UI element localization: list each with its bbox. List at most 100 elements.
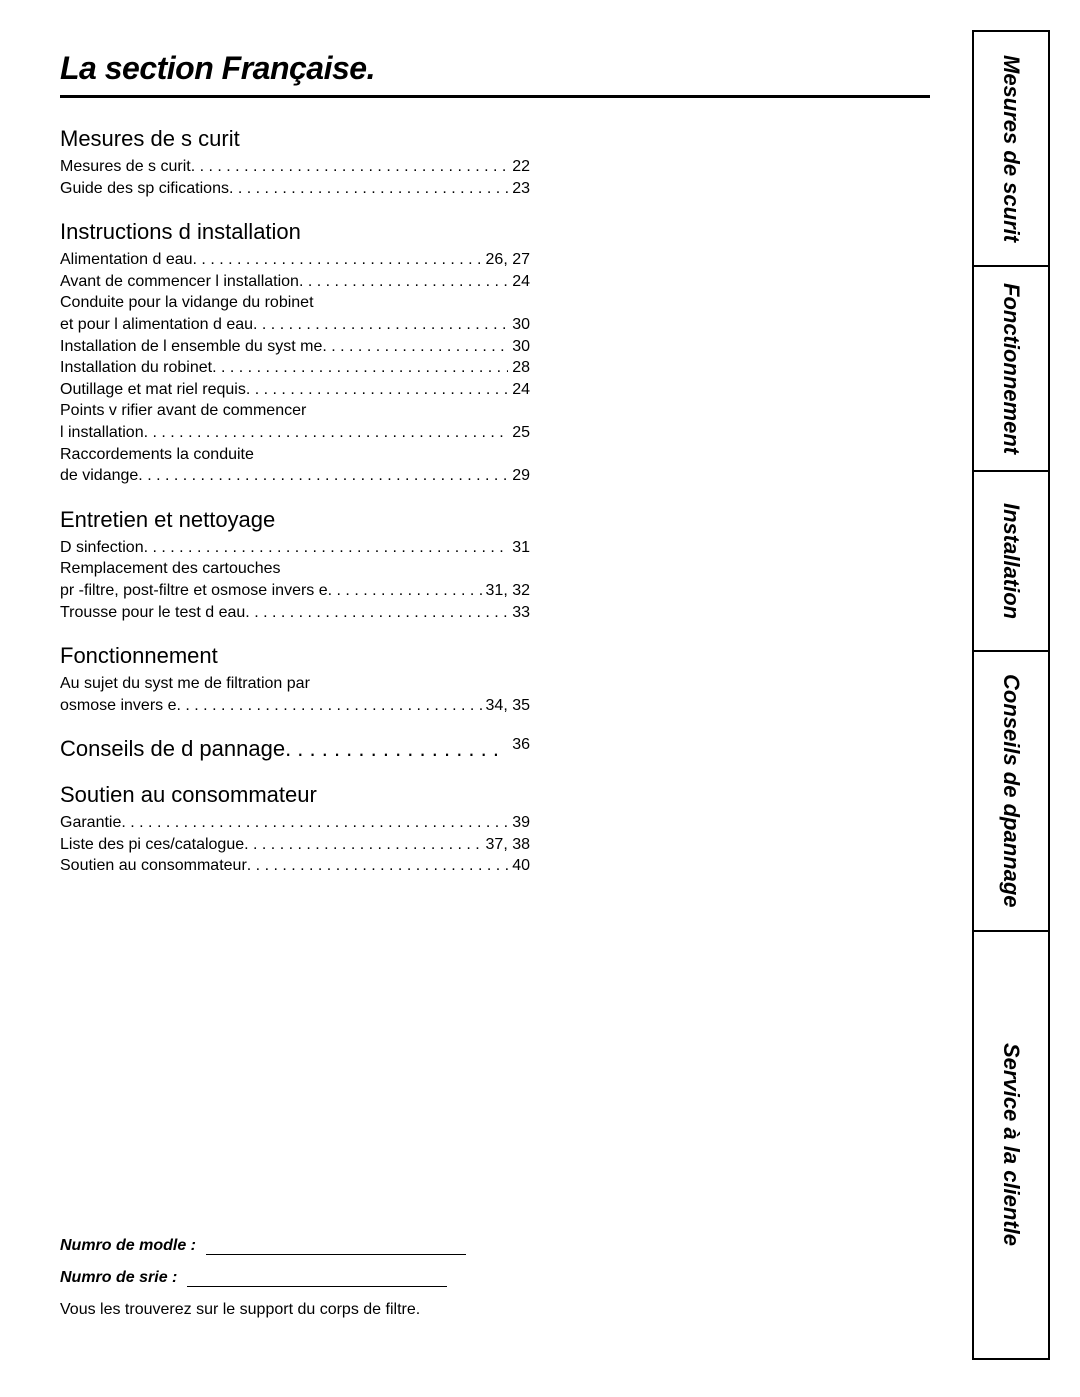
section-heading: Entretien et nettoyage <box>60 507 530 533</box>
toc-dots <box>229 178 508 200</box>
toc-entry: Installation du robinet 28 <box>60 357 530 379</box>
toc-entry-line1: Raccordements la conduite <box>60 444 530 466</box>
toc-entry: D sinfection31 <box>60 537 530 559</box>
toc-page: 22 <box>508 156 530 178</box>
toc-page: 31, 32 <box>482 580 530 602</box>
toc-entry-line2: osmose invers e 34, 35 <box>60 695 530 717</box>
toc-label: de vidange <box>60 465 138 487</box>
model-number-blank <box>206 1240 466 1255</box>
toc-page: 33 <box>508 602 530 624</box>
toc-label: Guide des sp cifications <box>60 178 229 200</box>
toc-entry: Mesures de s curit 22 <box>60 156 530 178</box>
toc-label: Remplacement des cartouches <box>60 558 281 580</box>
toc-label: osmose invers e <box>60 695 177 717</box>
toc-page: 37, 38 <box>482 834 530 856</box>
toc-label: Conduite pour la vidange du robinet <box>60 292 314 314</box>
toc-page: 28 <box>508 357 530 379</box>
toc-label: Soutien au consommateur <box>60 855 247 877</box>
toc-dots <box>191 156 508 178</box>
toc-page: 25 <box>508 422 530 444</box>
toc-page: 24 <box>508 379 530 401</box>
table-of-contents: Mesures de s curitMesures de s curit22Gu… <box>60 126 530 877</box>
toc-dots <box>138 465 508 487</box>
side-tab[interactable]: Mesures de scurit <box>974 32 1048 267</box>
toc-page: 23 <box>508 178 530 200</box>
toc-page: 39 <box>508 812 530 834</box>
side-tab-label: Service à la clientle <box>998 1043 1024 1246</box>
side-tab[interactable]: Service à la clientle <box>974 932 1048 1358</box>
toc-label: Installation du robinet <box>60 357 212 379</box>
toc-page: 34, 35 <box>482 695 530 717</box>
toc-label: Installation de l ensemble du syst me <box>60 336 322 358</box>
section-heading: Mesures de s curit <box>60 126 530 152</box>
title-underline <box>60 95 930 98</box>
toc-entry-line2: l installation 25 <box>60 422 530 444</box>
toc-page: 30 <box>508 336 530 358</box>
toc-dots <box>212 357 508 379</box>
toc-dots <box>247 855 508 877</box>
toc-label: Garantie <box>60 812 121 834</box>
toc-entry: Avant de commencer l installation 24 <box>60 271 530 293</box>
toc-page: 30 <box>508 314 530 336</box>
toc-entry: Soutien au consommateur 40 <box>60 855 530 877</box>
side-tab[interactable]: Conseils de dpannage <box>974 652 1048 932</box>
toc-dots <box>193 249 482 271</box>
serial-number-blank <box>187 1272 447 1287</box>
section-heading: Fonctionnement <box>60 643 530 669</box>
toc-dots <box>328 580 482 602</box>
toc-dots <box>285 736 508 762</box>
toc-label: Au sujet du syst me de filtration par <box>60 673 310 695</box>
toc-dots <box>245 602 508 624</box>
toc-entry: Installation de l ensemble du syst me 30 <box>60 336 530 358</box>
toc-entry-line1: Conduite pour la vidange du robinet <box>60 292 530 314</box>
toc-label: Alimentation d eau <box>60 249 193 271</box>
toc-entry: Guide des sp cifications 23 <box>60 178 530 200</box>
toc-page: 24 <box>508 271 530 293</box>
toc-label: pr -filtre, post-filtre et osmose invers… <box>60 580 328 602</box>
toc-entry: Outillage et mat riel requis 24 <box>60 379 530 401</box>
toc-label: Trousse pour le test d eau <box>60 602 245 624</box>
side-tab[interactable]: Fonctionnement <box>974 267 1048 472</box>
side-tab[interactable]: Installation <box>974 472 1048 652</box>
toc-page: 36 <box>508 736 530 762</box>
toc-label: Liste des pi ces/catalogue <box>60 834 244 856</box>
toc-label: Avant de commencer l installation <box>60 271 299 293</box>
toc-entry: Alimentation d eau 26, 27 <box>60 249 530 271</box>
toc-dots <box>246 379 508 401</box>
field-group: Numro de modle : Numro de srie : Vous le… <box>60 1237 530 1319</box>
toc-entry: Garantie 39 <box>60 812 530 834</box>
toc-label: l installation <box>60 422 144 444</box>
toc-entry-line2: pr -filtre, post-filtre et osmose invers… <box>60 580 530 602</box>
side-tab-label: Fonctionnement <box>998 283 1024 454</box>
toc-label: et pour l alimentation d eau <box>60 314 253 336</box>
main-title: La section Française. <box>60 50 530 87</box>
toc-entry-line2: et pour l alimentation d eau 30 <box>60 314 530 336</box>
content-column: La section Française. Mesures de s curit… <box>60 50 530 1319</box>
toc-page: 29 <box>508 465 530 487</box>
toc-label: Mesures de s curit <box>60 156 191 178</box>
toc-page: 26, 27 <box>482 249 530 271</box>
model-number-label: Numro de modle : <box>60 1237 196 1255</box>
section-heading: Conseils de d pannage36 <box>60 736 530 762</box>
toc-label: D sinfection <box>60 537 144 559</box>
toc-dots <box>322 336 508 358</box>
toc-dots <box>253 314 508 336</box>
side-tabs: Mesures de scurit Fonctionnement Installat… <box>972 30 1050 1360</box>
page: La section Française. Mesures de s curit… <box>0 0 1080 1397</box>
side-tab-label: Installation <box>998 503 1024 619</box>
toc-dots <box>121 812 508 834</box>
toc-entry-line1: Au sujet du syst me de filtration par <box>60 673 530 695</box>
section-heading: Instructions d installation <box>60 219 530 245</box>
toc-entry: Trousse pour le test d eau 33 <box>60 602 530 624</box>
toc-dots <box>299 271 508 293</box>
note-text: Vous les trouverez sur le support du cor… <box>60 1301 530 1319</box>
toc-label: Outillage et mat riel requis <box>60 379 246 401</box>
serial-number-label: Numro de srie : <box>60 1269 177 1287</box>
toc-label: Raccordements la conduite <box>60 444 254 466</box>
toc-entry-line1: Points v rifier avant de commencer <box>60 400 530 422</box>
toc-dots <box>244 834 481 856</box>
toc-page: 40 <box>508 855 530 877</box>
toc-dots <box>144 537 509 559</box>
section-heading: Soutien au consommateur <box>60 782 530 808</box>
toc-dots <box>177 695 482 717</box>
